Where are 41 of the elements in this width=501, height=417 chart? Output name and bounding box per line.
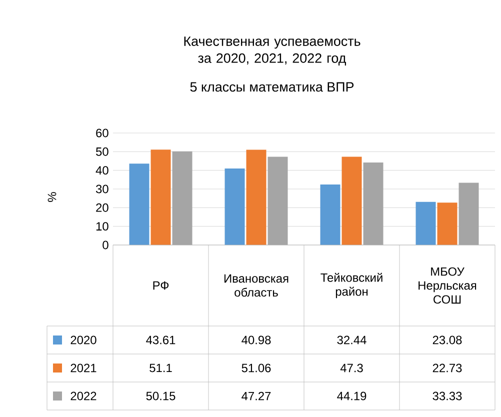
- bar: [458, 182, 479, 245]
- data-label: 43.61: [146, 336, 176, 344]
- bar: [150, 150, 171, 245]
- x-tick-label: МБОУ Нерльская СОШ: [418, 267, 476, 304]
- x-tick-label: РФ: [153, 281, 169, 290]
- data-label: 22.73: [432, 364, 462, 372]
- data-label: 32.44: [337, 336, 366, 344]
- y-axis-title: %: [48, 192, 56, 202]
- data-label: 51.06: [242, 364, 271, 372]
- y-tick-label: 50: [96, 147, 108, 156]
- legend-label: 2020: [70, 336, 96, 344]
- data-label: 23.08: [432, 336, 462, 344]
- y-tick-label: 30: [96, 184, 108, 194]
- data-label: 47.27: [242, 392, 271, 400]
- bar: [129, 164, 150, 245]
- data-label: 40.98: [242, 336, 271, 344]
- bar: [224, 168, 245, 245]
- y-tick-label: 60: [96, 128, 108, 138]
- bar: [320, 184, 340, 245]
- data-label: 50.15: [146, 392, 176, 400]
- bar: [437, 202, 458, 245]
- y-tick-label: 40: [96, 166, 108, 175]
- chart-subtitle: 5 классы математика ВПР: [190, 82, 354, 92]
- x-tick-label: Тейковский район: [320, 272, 382, 298]
- bar: [342, 156, 362, 245]
- data-label: 33.33: [432, 392, 462, 400]
- y-tick-label: 10: [96, 222, 108, 231]
- bar: [363, 162, 384, 245]
- bar: [268, 156, 288, 245]
- bar: [416, 202, 436, 245]
- legend-label: 2022: [70, 392, 96, 400]
- data-label: 44.19: [337, 392, 366, 400]
- y-tick-label: 20: [96, 203, 108, 212]
- chart-title: Качественная успеваемость за 2020, 2021, 2022 год: [184, 36, 360, 66]
- data-label: 51.1: [150, 364, 172, 372]
- y-tick-label: 0: [102, 240, 108, 250]
- bar: [246, 150, 266, 245]
- data-label: 47.3: [340, 364, 363, 372]
- x-tick-label: Ивановская область: [224, 274, 288, 297]
- legend-label: 2021: [70, 364, 96, 372]
- bar: [172, 151, 192, 245]
